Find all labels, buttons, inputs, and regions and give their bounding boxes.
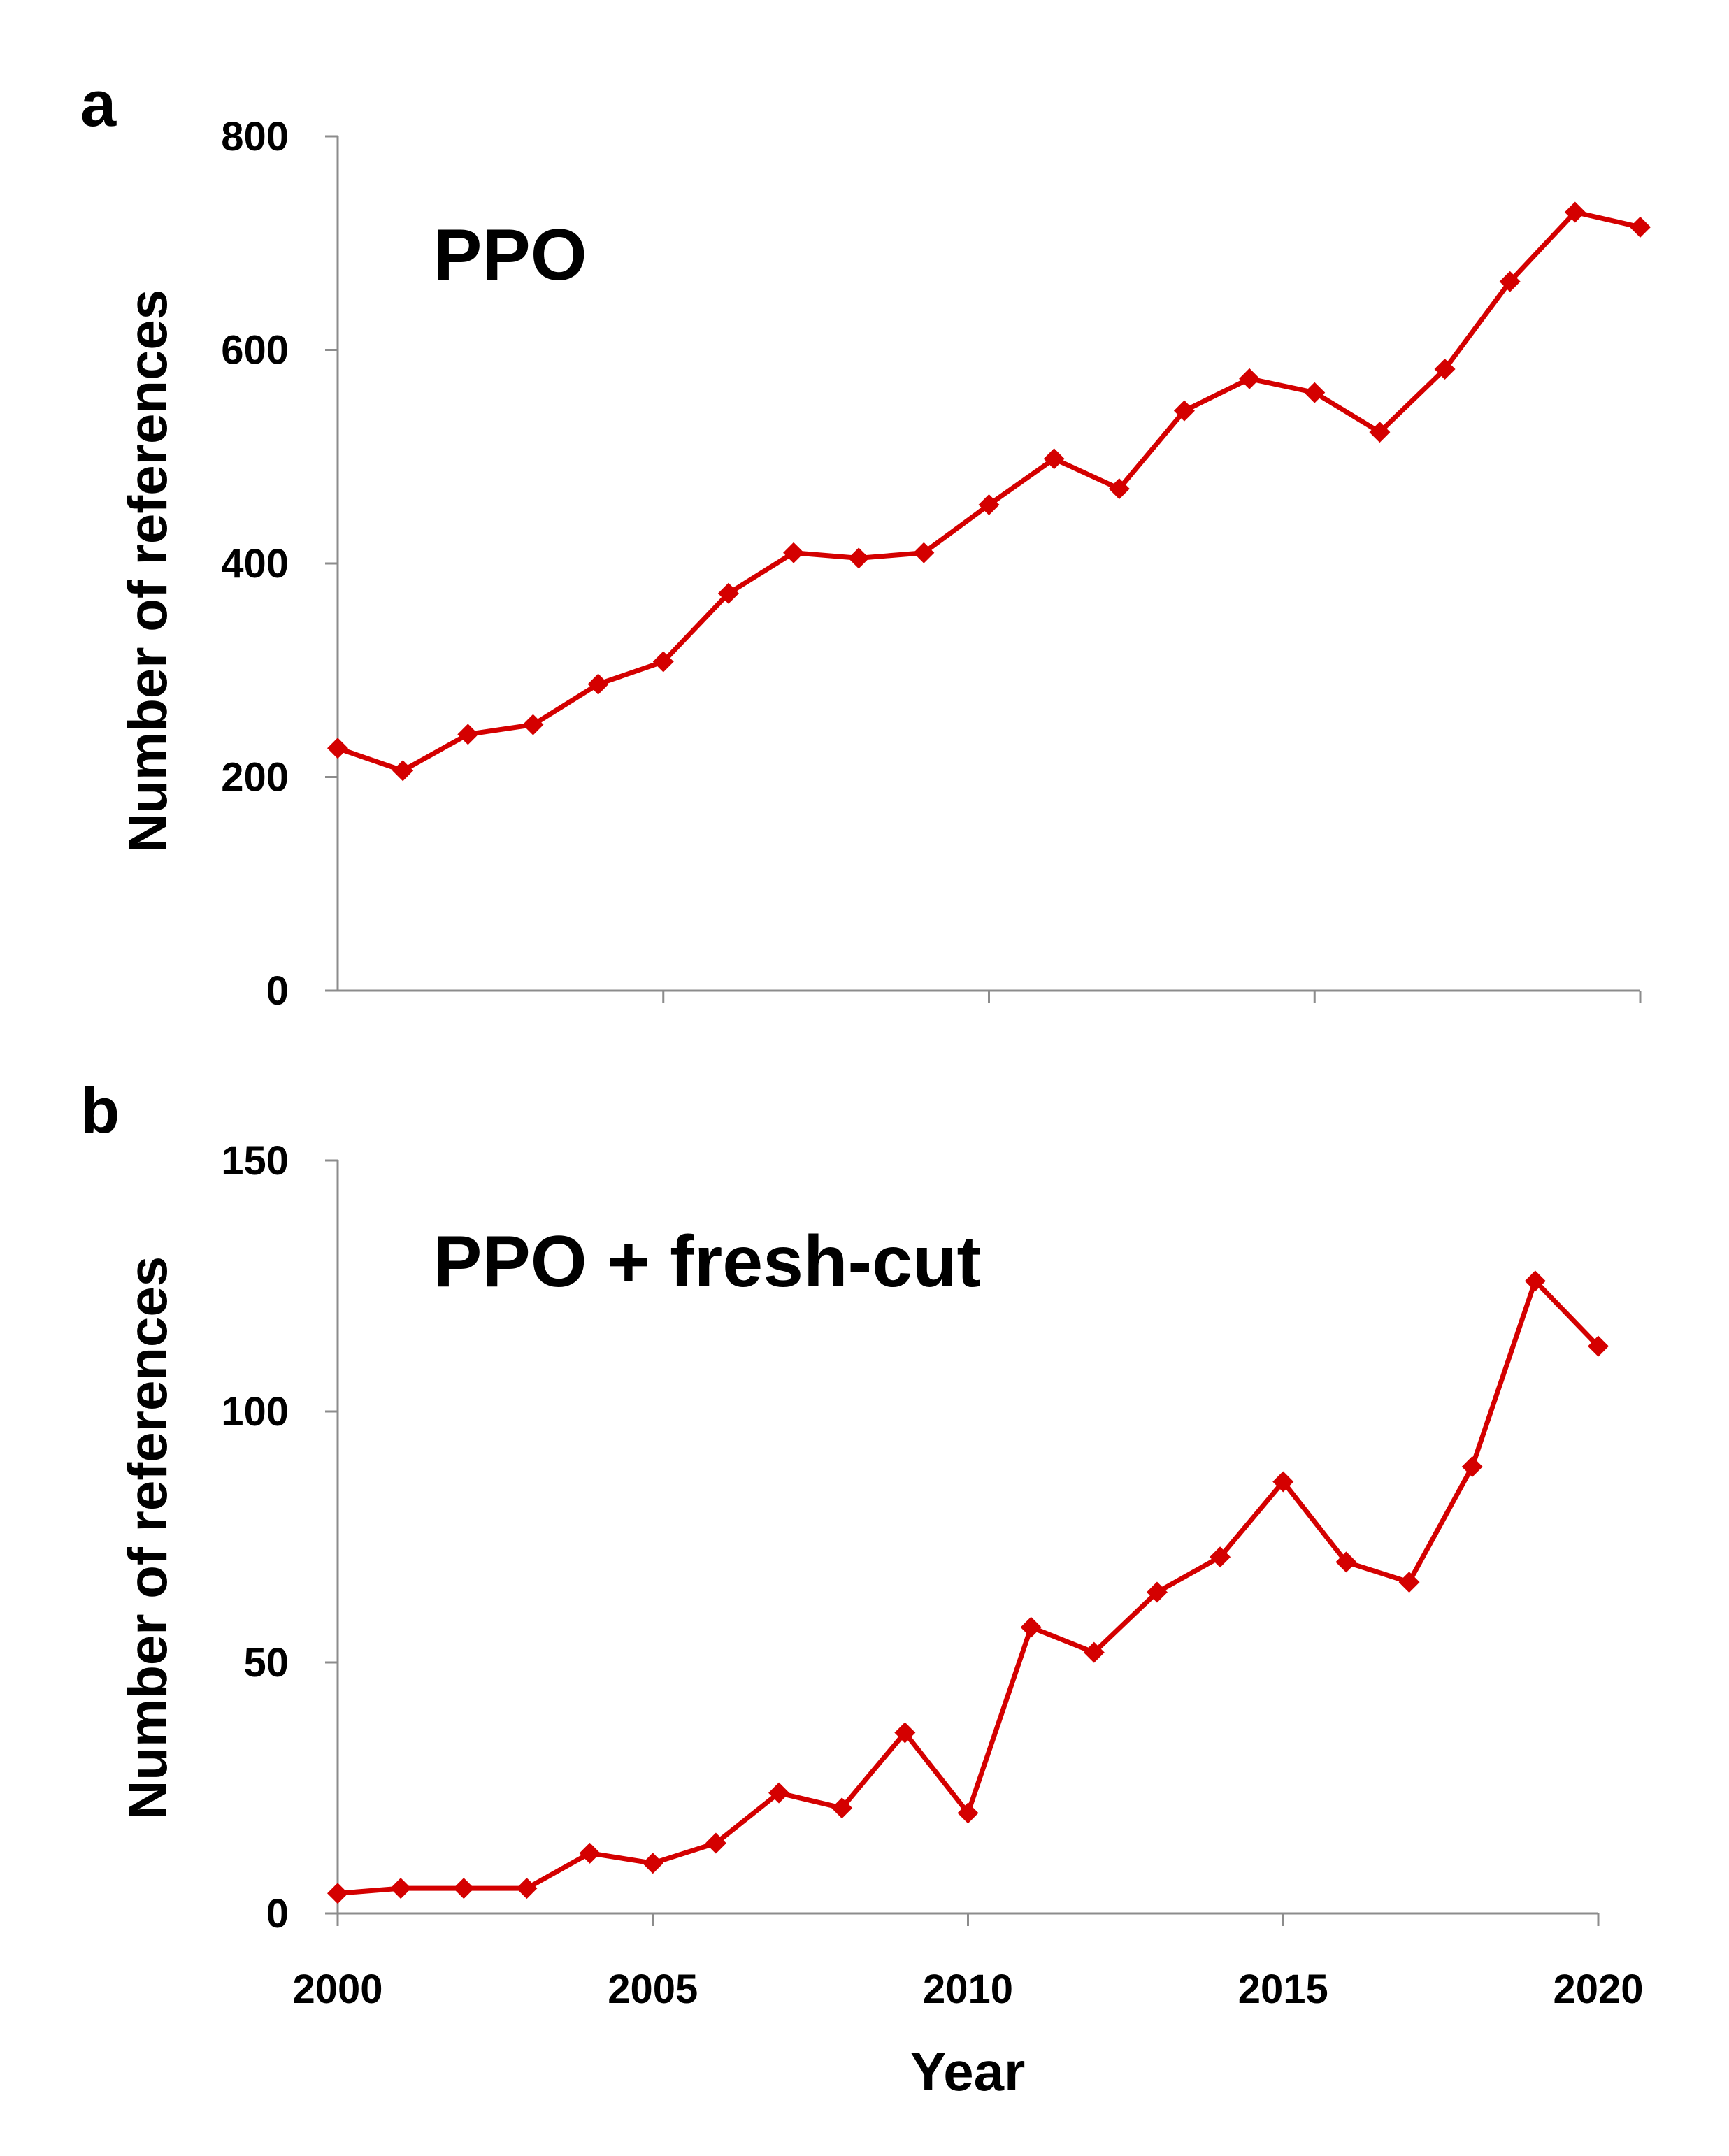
x-tick-label: 2020 [1553, 1967, 1643, 2012]
data-point [1398, 1572, 1420, 1593]
data-point [453, 1878, 475, 1899]
series-line [336, 210, 1641, 773]
axes-b: 0 50 100 150 2000 2005 2010 2015 2020 [221, 1138, 1643, 2012]
y-tick-label: 200 [221, 755, 289, 800]
data-point [579, 1842, 601, 1864]
x-tick-label: 2000 [292, 1967, 382, 2012]
marks-b [327, 1270, 1609, 1904]
y-axis-title-b: Number of references [117, 1256, 178, 1820]
panel-letter-b: b [80, 1075, 120, 1147]
data-point [1369, 422, 1391, 443]
data-point [894, 1722, 916, 1744]
data-point [516, 1878, 538, 1899]
data-point [1461, 1456, 1483, 1477]
data-point [642, 1853, 663, 1874]
data-point [1083, 1641, 1105, 1663]
y-tick-label: 800 [221, 114, 289, 159]
data-point [1588, 1335, 1609, 1357]
y-axis-title-a: Number of references [117, 289, 178, 853]
data-point [1630, 216, 1651, 238]
data-point [522, 714, 544, 735]
data-point [978, 494, 1000, 515]
data-point [1108, 478, 1130, 500]
y-tick-label: 400 [221, 541, 289, 587]
y-tick-label: 50 [243, 1640, 289, 1686]
data-point [652, 651, 674, 673]
chart-panel-b: b PPO + fresh-cut Number of references Y… [80, 1075, 1644, 2102]
y-tick-label: 0 [266, 968, 289, 1014]
y-tick-label: 150 [221, 1138, 289, 1184]
data-point [327, 1883, 348, 1904]
y-tick-label: 0 [266, 1891, 289, 1936]
x-tick-label: 2005 [608, 1967, 698, 2012]
data-point [705, 1832, 726, 1854]
data-point [1173, 400, 1195, 422]
data-point [1272, 1471, 1294, 1493]
y-tick-label: 600 [221, 328, 289, 373]
data-point [1043, 448, 1065, 470]
panel-letter-a: a [80, 69, 117, 140]
data-point [1020, 1616, 1042, 1638]
data-point [390, 1878, 412, 1899]
x-axis-title-b: Year [910, 2041, 1026, 2102]
data-point [1239, 368, 1261, 389]
data-point [457, 724, 479, 745]
data-point [1434, 358, 1456, 380]
marks-a [327, 201, 1651, 782]
data-point [717, 582, 739, 604]
data-point [783, 542, 805, 563]
data-point [848, 547, 870, 569]
data-point [1564, 201, 1586, 223]
data-point [957, 1802, 979, 1824]
x-tick-label: 2010 [923, 1967, 1013, 2012]
y-tick-label: 100 [221, 1389, 289, 1435]
data-point [1146, 1581, 1168, 1603]
data-point [1210, 1546, 1231, 1568]
data-point [768, 1782, 790, 1804]
data-point [1335, 1551, 1357, 1573]
chart-panel-a: a PPO Number of references 0 200 400 600 800 [80, 69, 1651, 1014]
data-point [587, 673, 609, 695]
data-point [392, 760, 414, 782]
data-point [1524, 1270, 1546, 1292]
chart-title-a: PPO [433, 215, 587, 296]
data-point [913, 542, 935, 563]
chart-title-b: PPO + fresh-cut [433, 1221, 981, 1302]
data-point [1499, 271, 1521, 292]
data-point [1304, 382, 1326, 403]
data-point [327, 738, 348, 759]
data-point [831, 1797, 853, 1819]
axes-a: 0 200 400 600 800 [221, 114, 1642, 1014]
x-tick-label: 2015 [1238, 1967, 1328, 2012]
